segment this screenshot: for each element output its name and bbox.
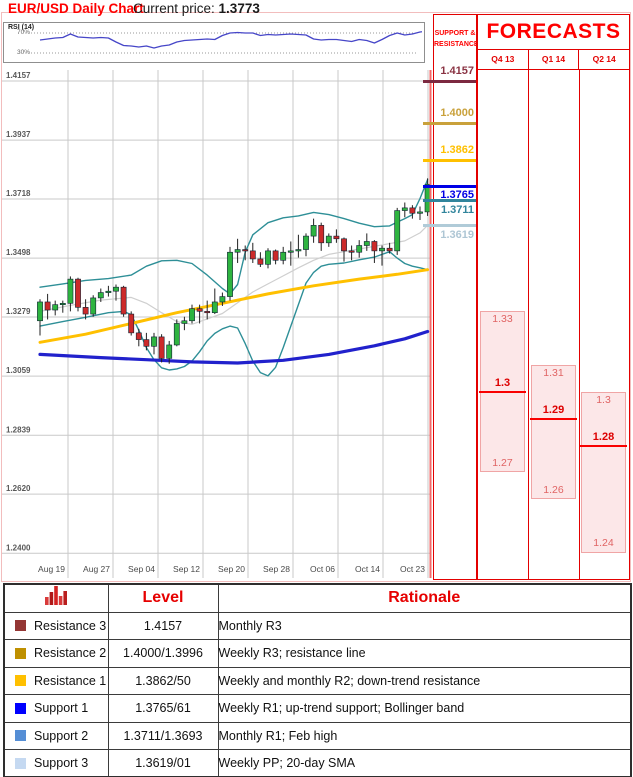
level-value-cell: 1.3619/01 [107,749,219,777]
level-color-swatch [15,757,26,769]
level-color-swatch [15,730,26,742]
level-color-swatch [15,702,26,714]
forecast-quarter-headers: Q4 13 Q1 14 Q2 14 [478,50,629,70]
level-name: Resistance 1 [34,673,107,688]
level-column-header: Level [107,583,219,613]
level-rationale-cell: Weekly R1; up-trend support; Bollinger b… [217,694,632,723]
level-name: Support 3 [34,756,89,770]
chart-area-frame [1,12,631,582]
table-icon-cell [3,583,109,613]
forecasts-title: FORECASTS [478,15,629,50]
current-price: Current price: 1.3773 [133,1,260,16]
rsi-70-tick: 70% [16,29,30,36]
level-color-swatch [15,647,26,659]
level-name: Resistance 2 [34,646,107,661]
level-value-cell: 1.3711/1.3693 [107,721,219,750]
forecast-column-divider [528,70,529,579]
page-title: EUR/USD Daily Chart [8,1,144,16]
level-color-swatch [15,620,26,632]
support-resistance-column: SUPPORT & RESISTANCE [433,14,479,580]
support-resistance-header: SUPPORT & RESISTANCE [434,30,479,48]
level-value-cell: 1.3765/61 [107,694,219,723]
level-name: Support 1 [34,701,89,716]
table-row: Resistance 2 1.4000/1.3996 Weekly R3; resi… [3,639,632,668]
rsi-indicator-label: RSI (14) [8,24,35,31]
forecast-column-divider [578,70,580,579]
table-row: Resistance 1 1.3862/50 Weekly and monthly … [3,666,632,695]
rsi-panel: RSI (14) 70% 30% [3,22,425,63]
level-value-cell: 1.4157 [107,611,219,640]
level-rationale-cell: Monthly R3 [217,611,632,640]
rsi-30-tick: 30% [16,49,30,56]
level-color-swatch [15,675,26,687]
current-price-label: Current price: [133,1,215,16]
table-row: Support 1 1.3765/61 Weekly R1; up-trend su… [3,694,632,723]
levels-table: Level Rationale Resistance 3 1.4157 Monthl… [3,583,632,777]
forecast-q1-14-header: Q1 14 [529,50,580,69]
level-rationale-cell: Weekly PP; 20-day SMA [217,749,632,777]
rsi-line [39,31,422,49]
level-value-cell: 1.3862/50 [107,666,219,695]
forecast-q4-13-header: Q4 13 [478,50,529,69]
rationale-column-header: Rationale [217,583,632,613]
level-value-cell: 1.4000/1.3996 [107,639,219,668]
rsi-chart [31,31,422,54]
level-name: Resistance 3 [34,618,107,633]
level-rationale-cell: Monthly R1; Feb high [217,721,632,750]
table-row: Resistance 3 1.4157 Monthly R3 [3,611,632,640]
bar-chart-icon [45,586,68,606]
current-price-value: 1.3773 [218,1,260,16]
level-rationale-cell: Weekly R3; resistance line [217,639,632,668]
table-row: Support 3 1.3619/01 Weekly PP; 20-day SMA [3,749,632,777]
table-row: Support 2 1.3711/1.3693 Monthly R1; Feb hi… [3,721,632,750]
level-rationale-cell: Weekly and monthly R2; down-trend resist… [217,666,632,695]
level-name: Support 2 [34,728,89,743]
forecast-q2-14-header: Q2 14 [592,54,616,64]
forecasts-panel: FORECASTS Q4 13 Q1 14 Q2 14 [477,14,630,580]
